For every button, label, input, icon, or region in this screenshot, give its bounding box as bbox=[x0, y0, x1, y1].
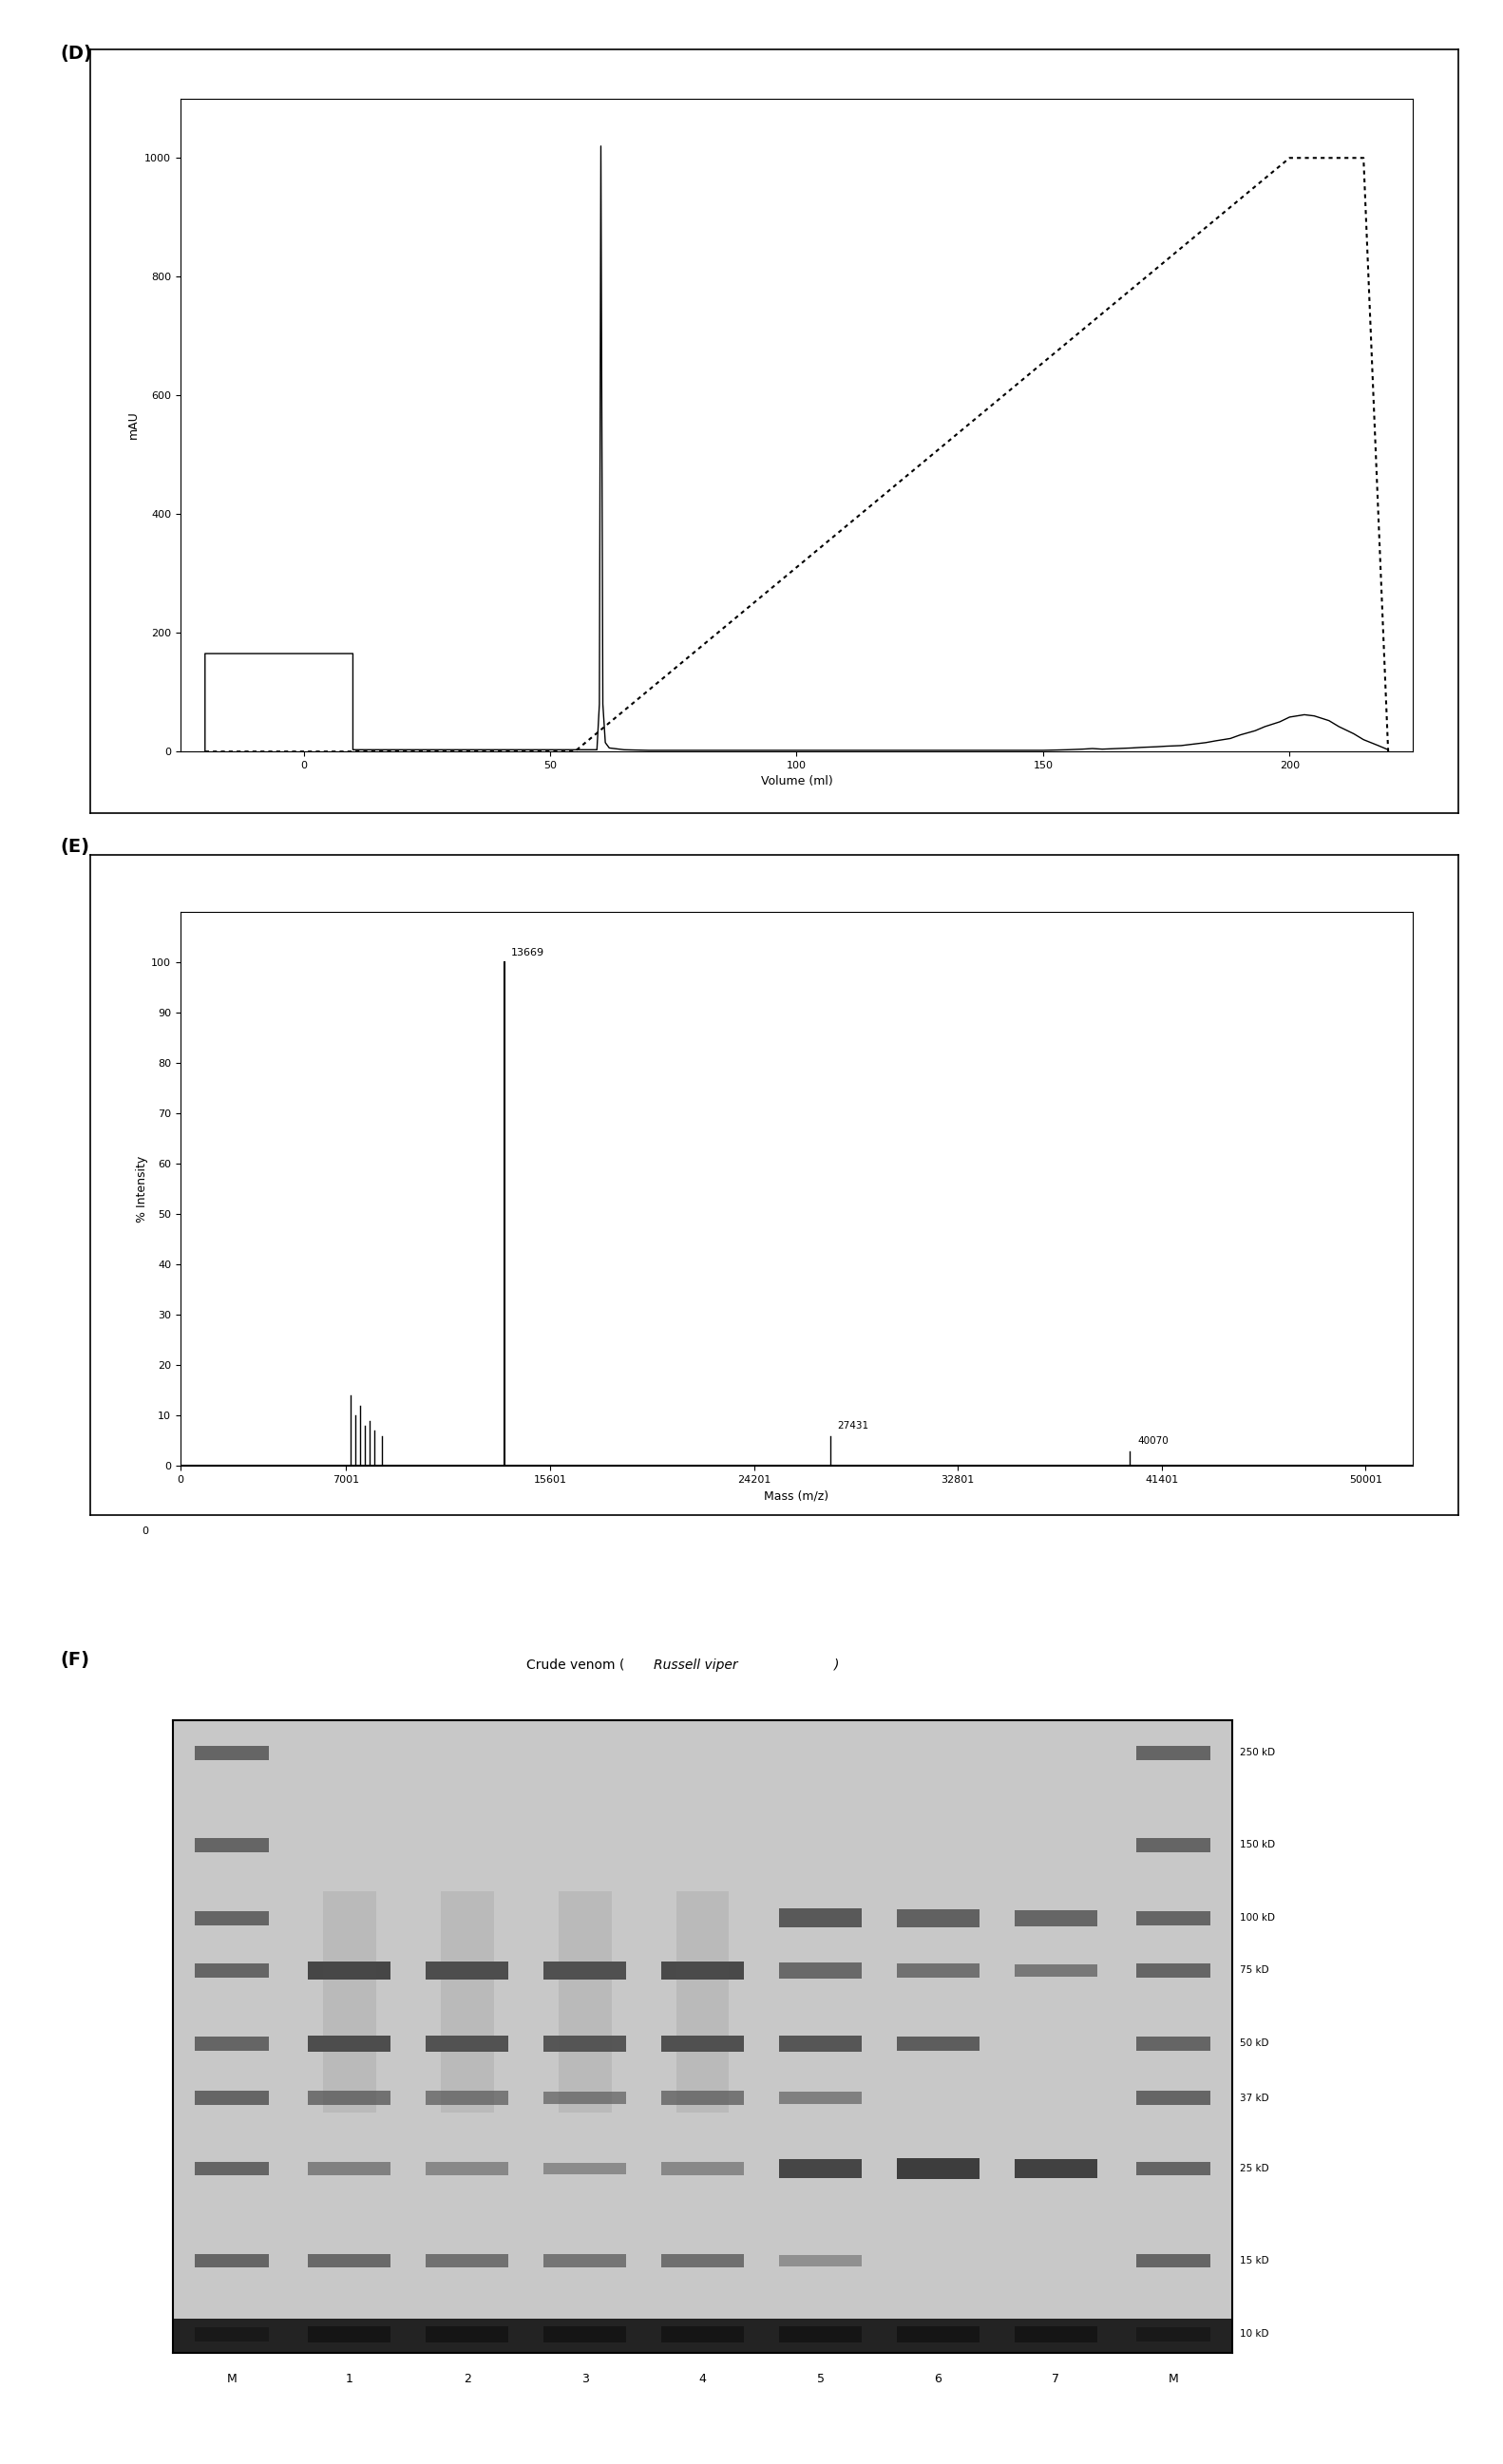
Bar bbox=[897, 2326, 980, 2341]
Text: 250 kD: 250 kD bbox=[1240, 1747, 1275, 1757]
Text: 27431: 27431 bbox=[837, 1422, 869, 1432]
Text: 100 kD: 100 kD bbox=[1240, 1915, 1275, 1922]
Bar bbox=[425, 2326, 508, 2341]
Text: Crude venom (: Crude venom ( bbox=[526, 1658, 624, 1671]
Bar bbox=[897, 1964, 980, 1976]
Bar bbox=[308, 2092, 391, 2104]
Bar bbox=[1136, 1838, 1211, 1853]
Bar bbox=[308, 2255, 391, 2267]
Bar bbox=[194, 2161, 269, 2176]
Bar bbox=[425, 2035, 508, 2053]
Bar bbox=[779, 2035, 861, 2053]
Bar bbox=[779, 1910, 861, 1927]
Bar bbox=[194, 1912, 269, 1924]
Bar bbox=[308, 1961, 391, 1979]
Bar bbox=[1136, 2161, 1211, 2176]
Text: M: M bbox=[227, 2373, 237, 2385]
Bar bbox=[1136, 2255, 1211, 2267]
Text: 1: 1 bbox=[346, 2373, 353, 2385]
Bar bbox=[1136, 2035, 1211, 2050]
Text: 5: 5 bbox=[816, 2373, 824, 2385]
Bar bbox=[194, 1838, 269, 1853]
Bar bbox=[1136, 1747, 1211, 1759]
Bar bbox=[425, 2092, 508, 2104]
Text: Russell viper: Russell viper bbox=[654, 1658, 738, 1671]
Text: 3: 3 bbox=[582, 2373, 589, 2385]
Bar bbox=[897, 1910, 980, 1927]
Bar bbox=[425, 1961, 508, 1979]
Text: 13669: 13669 bbox=[511, 949, 544, 956]
Bar bbox=[1015, 1910, 1097, 1927]
Text: 37 kD: 37 kD bbox=[1240, 2092, 1269, 2102]
Bar bbox=[661, 2326, 744, 2341]
Bar bbox=[308, 2035, 391, 2053]
Bar bbox=[779, 2255, 861, 2267]
Bar bbox=[661, 2255, 744, 2267]
Bar bbox=[544, 2326, 627, 2341]
Bar bbox=[661, 2163, 744, 2176]
Bar bbox=[676, 1890, 729, 2112]
Bar bbox=[779, 1961, 861, 1979]
Bar bbox=[425, 2255, 508, 2267]
Text: ): ) bbox=[834, 1658, 839, 1671]
Bar bbox=[559, 1890, 612, 2112]
Text: 4: 4 bbox=[699, 2373, 706, 2385]
X-axis label: Mass (m/z): Mass (m/z) bbox=[764, 1491, 830, 1503]
Bar bbox=[779, 2158, 861, 2178]
Bar bbox=[323, 1890, 376, 2112]
Bar bbox=[173, 2319, 1232, 2353]
Bar bbox=[194, 1964, 269, 1976]
Bar bbox=[1136, 2326, 1211, 2341]
Bar bbox=[544, 2035, 627, 2053]
Bar bbox=[194, 2326, 269, 2341]
Text: 40070: 40070 bbox=[1138, 1437, 1168, 1446]
Bar bbox=[1136, 1964, 1211, 1976]
Text: 150 kD: 150 kD bbox=[1240, 1841, 1275, 1850]
Text: 0: 0 bbox=[141, 1528, 149, 1535]
Text: (E): (E) bbox=[60, 838, 90, 855]
Text: 75 kD: 75 kD bbox=[1240, 1966, 1269, 1976]
Text: 7: 7 bbox=[1052, 2373, 1060, 2385]
Text: (F): (F) bbox=[60, 1651, 90, 1668]
X-axis label: Volume (ml): Volume (ml) bbox=[761, 776, 833, 788]
Bar bbox=[661, 1961, 744, 1979]
Text: 2: 2 bbox=[463, 2373, 470, 2385]
Bar bbox=[194, 1747, 269, 1759]
Bar bbox=[661, 2035, 744, 2053]
Bar bbox=[194, 2255, 269, 2267]
Text: 25 kD: 25 kD bbox=[1240, 2163, 1269, 2173]
Text: (D): (D) bbox=[60, 44, 92, 62]
Bar bbox=[308, 2163, 391, 2176]
Bar bbox=[544, 1961, 627, 1979]
Text: M: M bbox=[1168, 2373, 1178, 2385]
Bar bbox=[1015, 2158, 1097, 2178]
Y-axis label: mAU: mAU bbox=[126, 411, 140, 439]
Bar bbox=[779, 2326, 861, 2341]
Bar bbox=[440, 1890, 493, 2112]
Y-axis label: % Intensity: % Intensity bbox=[137, 1156, 149, 1222]
Bar bbox=[897, 2158, 980, 2178]
Text: 15 kD: 15 kD bbox=[1240, 2257, 1269, 2264]
Bar bbox=[425, 2163, 508, 2176]
Bar bbox=[1136, 1912, 1211, 1924]
Bar bbox=[897, 2035, 980, 2050]
Text: 6: 6 bbox=[935, 2373, 942, 2385]
Bar bbox=[544, 2092, 627, 2104]
Bar bbox=[1015, 1964, 1097, 1976]
Bar bbox=[308, 2326, 391, 2341]
Bar bbox=[544, 2255, 627, 2267]
Text: 10 kD: 10 kD bbox=[1240, 2328, 1269, 2338]
Bar bbox=[1136, 2092, 1211, 2104]
Bar bbox=[544, 2163, 627, 2173]
Text: 50 kD: 50 kD bbox=[1240, 2038, 1269, 2048]
Bar bbox=[779, 2092, 861, 2104]
Bar bbox=[194, 2092, 269, 2104]
Bar bbox=[661, 2092, 744, 2104]
Bar bbox=[194, 2035, 269, 2050]
Bar bbox=[1015, 2326, 1097, 2341]
